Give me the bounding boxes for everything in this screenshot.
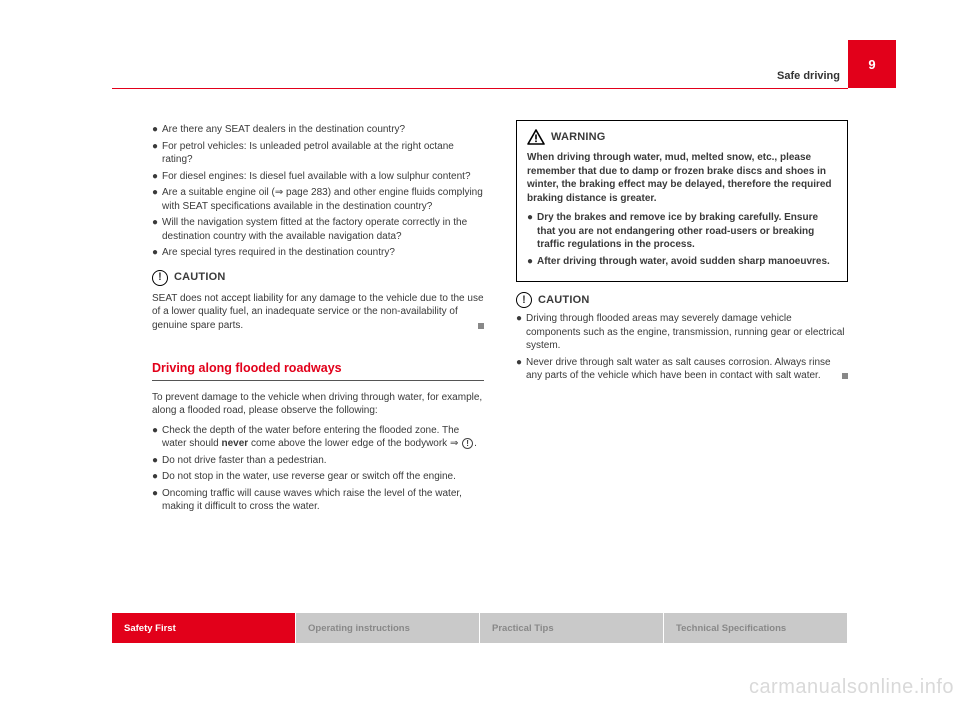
bullet-text: Do not drive faster than a pedestrian. [162,454,484,468]
list-item: ●Oncoming traffic will cause waves which… [152,487,484,514]
bullet-text: Dry the brakes and remove ice by braking… [537,211,837,252]
bullet-text: Oncoming traffic will cause waves which … [162,487,484,514]
list-item: ●For petrol vehicles: Is unleaded petrol… [152,140,484,167]
bullet-text: For diesel engines: Is diesel fuel avail… [162,170,484,184]
bullet-icon: ● [152,216,162,243]
bullet-icon: ● [152,186,162,213]
list-item: ●Will the navigation system fitted at th… [152,216,484,243]
bullet-icon: ● [152,170,162,184]
bullet-text: Check the depth of the water before ente… [162,424,484,451]
bullet-icon: ● [152,470,162,484]
bullet-icon: ● [527,211,537,252]
bullet-text: Will the navigation system fitted at the… [162,216,484,243]
tab-safety-first[interactable]: Safety First [112,613,295,643]
bullet-icon: ● [152,140,162,167]
end-mark-icon [478,323,484,329]
bullet-text: After driving through water, avoid sudde… [537,255,837,269]
list-item: ●Check the depth of the water before ent… [152,424,484,451]
caution-label: CAUTION [174,270,226,285]
warning-body: When driving through water, mud, melted … [527,151,837,205]
list-item: ●Are there any SEAT dealers in the desti… [152,123,484,137]
bullet-text: Never drive through salt water as salt c… [526,356,848,383]
page-number-box: 9 [848,40,896,88]
header-rule [112,88,848,89]
tab-practical-tips[interactable]: Practical Tips [480,613,663,643]
warning-heading: WARNING [527,129,837,145]
end-mark-icon [842,373,848,379]
warning-label: WARNING [551,130,606,145]
warning-box: WARNING When driving through water, mud,… [516,120,848,282]
list-item: ●For diesel engines: Is diesel fuel avai… [152,170,484,184]
bullet-icon: ● [152,123,162,137]
bullet-icon: ● [152,454,162,468]
caution-heading: ! CAUTION [152,270,484,286]
list-item: ●Dry the brakes and remove ice by brakin… [527,211,837,252]
header-title: Safe driving [777,70,840,82]
section-title: Driving along flooded roadways [152,360,484,377]
bullet-icon: ● [516,356,526,383]
bullet-icon: ● [152,246,162,260]
bullet-icon: ● [152,424,162,451]
list-item: ●Do not drive faster than a pedestrian. [152,454,484,468]
list-item: ●Never drive through salt water as salt … [516,356,848,383]
bullet-text: Do not stop in the water, use reverse ge… [162,470,484,484]
list-item: ●After driving through water, avoid sudd… [527,255,837,269]
caution-icon: ! [516,292,532,308]
page: 9 Safe driving ●Are there any SEAT deale… [64,40,896,661]
caution-label-2: CAUTION [538,293,590,308]
caution-icon: ! [152,270,168,286]
list-item: ●Do not stop in the water, use reverse g… [152,470,484,484]
section-rule [152,380,484,381]
right-column: WARNING When driving through water, mud,… [516,120,848,581]
info-icon: ! [462,438,473,449]
left-column: ●Are there any SEAT dealers in the desti… [152,120,484,581]
watermark: carmanualsonline.info [749,676,954,699]
bullet-icon: ● [152,487,162,514]
footer-tabs: Safety FirstOperating instructionsPracti… [112,613,848,643]
bullet-text: Driving through flooded areas may severe… [526,312,848,353]
page-number: 9 [868,57,875,72]
bullet-icon: ● [527,255,537,269]
bullet-text: Are special tyres required in the destin… [162,246,484,260]
bullet-text: Are there any SEAT dealers in the destin… [162,123,484,137]
bullet-text: Are a suitable engine oil (⇒ page 283) a… [162,186,484,213]
caution-text: SEAT does not accept liability for any d… [152,292,484,333]
list-item: ●Driving through flooded areas may sever… [516,312,848,353]
content-area: ●Are there any SEAT dealers in the desti… [152,120,848,581]
tab-operating-instructions[interactable]: Operating instructions [296,613,479,643]
caution-heading-2: ! CAUTION [516,292,848,308]
section-intro: To prevent damage to the vehicle when dr… [152,391,484,418]
list-item: ●Are special tyres required in the desti… [152,246,484,260]
tab-technical-specifications[interactable]: Technical Specifications [664,613,847,643]
bullet-text: For petrol vehicles: Is unleaded petrol … [162,140,484,167]
warning-icon [527,129,545,145]
list-item: ●Are a suitable engine oil (⇒ page 283) … [152,186,484,213]
bullet-icon: ● [516,312,526,353]
